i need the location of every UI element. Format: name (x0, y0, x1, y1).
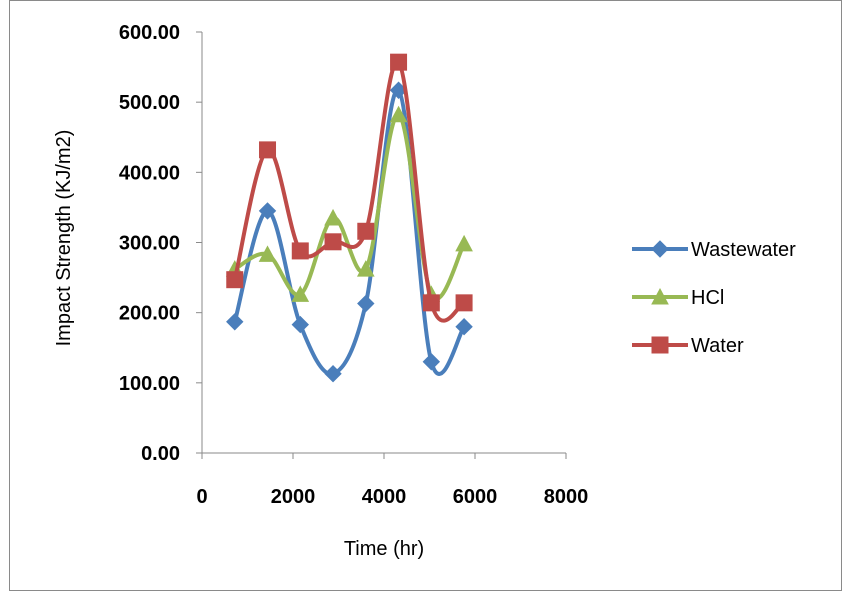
data-point (259, 141, 277, 159)
y-tick-label: 200.00 (119, 303, 180, 325)
legend-marker (651, 240, 669, 258)
data-point (324, 365, 342, 383)
x-tick-label: 0 (196, 486, 207, 508)
data-point (357, 294, 375, 313)
data-point (357, 222, 375, 240)
data-point (389, 105, 408, 123)
data-point (422, 294, 440, 312)
series-line (232, 59, 466, 323)
y-tick-label: 300.00 (119, 233, 180, 255)
data-point (291, 242, 309, 260)
y-tick-label: 500.00 (119, 92, 180, 114)
y-tick-label: 600.00 (119, 22, 180, 44)
data-point (226, 271, 244, 289)
chart-frame (9, 0, 842, 591)
y-tick-label: 0.00 (141, 443, 180, 465)
legend-item: Water (632, 335, 744, 357)
data-point (390, 53, 408, 71)
data-point (226, 313, 244, 331)
y-axis-title: Impact Strength (KJ/m2) (53, 130, 75, 347)
legend-item: HCl (632, 287, 724, 309)
x-tick-label: 2000 (271, 486, 316, 508)
data-point (324, 233, 342, 251)
series-wastewater (226, 81, 473, 383)
data-point (324, 208, 342, 226)
data-point (455, 294, 473, 312)
series-hcl (225, 105, 473, 302)
x-axis-title: Time (hr) (344, 538, 424, 560)
legend-marker (651, 336, 669, 354)
legend-item: Wastewater (632, 239, 796, 261)
legend-label: Water (691, 335, 744, 357)
data-point (258, 202, 277, 220)
data-point (258, 245, 277, 262)
legend-label: Wastewater (691, 239, 796, 261)
data-point (356, 260, 375, 277)
y-tick-label: 100.00 (119, 373, 180, 395)
x-tick-label: 8000 (544, 486, 589, 508)
series-line (232, 88, 466, 376)
data-point (455, 234, 473, 252)
series-water (226, 53, 473, 323)
data-point (422, 353, 441, 371)
legend-label: HCl (691, 287, 724, 309)
x-tick-label: 6000 (453, 486, 498, 508)
data-point (455, 317, 473, 336)
y-tick-label: 400.00 (119, 162, 180, 184)
legend: Wastewater HCl Water (632, 239, 796, 357)
legend-marker (651, 287, 669, 305)
data-point (291, 285, 310, 302)
x-tick-label: 4000 (362, 486, 407, 508)
data-point (291, 315, 309, 334)
